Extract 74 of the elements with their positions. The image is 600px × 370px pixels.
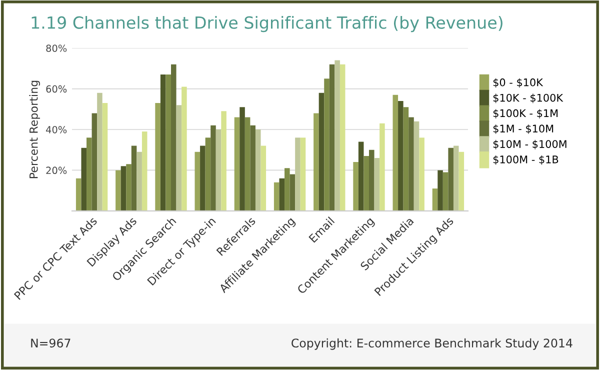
bar: [432, 188, 438, 211]
bar: [438, 170, 443, 211]
bar: [419, 138, 424, 211]
bar: [260, 146, 266, 211]
bar: [295, 138, 300, 211]
bar: [160, 74, 166, 211]
bar: [324, 78, 330, 211]
bar: [353, 162, 358, 211]
legend-label: $100K - $1M: [493, 109, 558, 119]
bar: [194, 152, 200, 211]
bar: [200, 146, 206, 211]
bar: [380, 123, 385, 211]
bar: [86, 138, 92, 211]
bar: [240, 107, 245, 211]
bar: [92, 113, 98, 211]
bar: [329, 64, 335, 211]
bar: [334, 60, 340, 211]
legend-label: $1M - $10M: [493, 124, 554, 134]
y-tick-label: 40%: [46, 126, 67, 134]
legend-label: $10K - $100K: [493, 94, 564, 104]
bar: [76, 178, 82, 211]
bar: [408, 117, 414, 211]
bar: [279, 178, 285, 211]
bar: [442, 172, 448, 211]
bar: [358, 142, 364, 211]
bar: [216, 130, 222, 211]
bar: [116, 170, 121, 211]
bar: [155, 103, 160, 211]
y-tick-label: 20%: [46, 166, 67, 174]
bar: [81, 148, 87, 211]
y-axis-title: Percent Reporting: [29, 80, 40, 178]
bar: [136, 152, 142, 211]
bar: [250, 125, 256, 211]
bar: [142, 132, 148, 211]
bar: [126, 164, 132, 211]
bar: [166, 74, 171, 211]
legend-label: $10M - $100M: [493, 140, 566, 150]
y-tick-label: 80%: [46, 44, 67, 52]
bar: [290, 174, 296, 211]
text: Copyright: E-commerce Benchmark Study 2014: [292, 338, 572, 350]
y-tick-label: 60%: [46, 85, 67, 93]
bar: [244, 117, 250, 211]
legend-label: $0 - $10K: [493, 78, 544, 88]
bar: [221, 111, 226, 211]
bar: [176, 105, 182, 211]
bar: [340, 64, 346, 211]
bar: [120, 166, 126, 211]
bar: [205, 138, 211, 211]
bar: [274, 182, 280, 211]
bar: [318, 92, 324, 211]
bar: [97, 92, 102, 211]
bar: [210, 125, 216, 211]
bar: [392, 94, 398, 211]
bar: [453, 146, 459, 211]
bar: [255, 130, 261, 211]
bar: [398, 101, 404, 211]
chart-title: 1.19 Channels that Drive Significant Traffic (by Revenue): [32, 16, 502, 32]
bar: [448, 148, 454, 211]
bar: [364, 156, 369, 211]
legend-label: $100M - $1B: [493, 155, 558, 165]
bar: [182, 86, 187, 211]
bar: [234, 117, 240, 211]
bar: [300, 138, 306, 211]
bar: [102, 103, 108, 211]
bar: [284, 168, 290, 211]
bar: [369, 150, 374, 211]
bar: [403, 107, 409, 211]
bar: [458, 152, 464, 211]
bar: [314, 113, 319, 211]
bar: [414, 121, 420, 211]
bar: [374, 158, 380, 211]
bar: [171, 64, 176, 211]
text: N=967: [31, 338, 70, 348]
bar: [131, 146, 137, 211]
